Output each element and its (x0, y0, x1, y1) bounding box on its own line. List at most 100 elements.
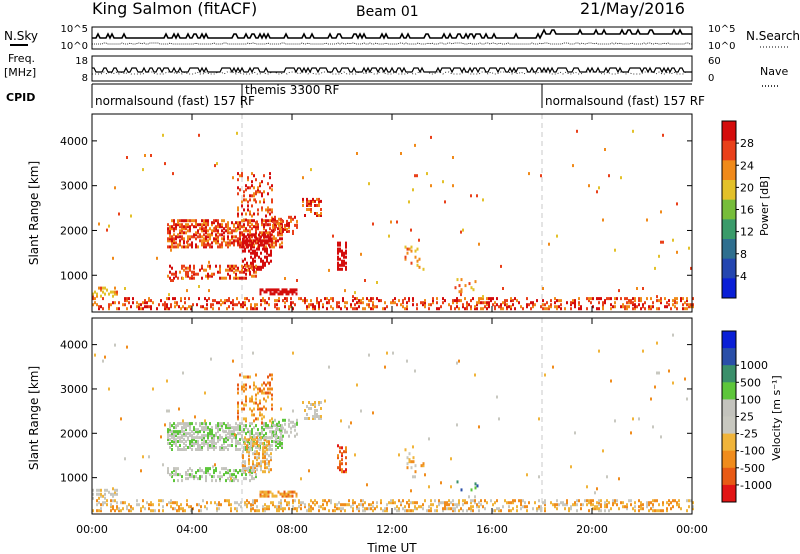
range-gate-cell (574, 301, 576, 305)
range-gate-cell (178, 505, 180, 509)
range-gate-cell (520, 507, 522, 511)
range-gate-cell (226, 307, 228, 311)
range-gate-cell (219, 446, 221, 449)
range-gate-cell (265, 214, 267, 218)
range-gate-cell (480, 499, 482, 503)
range-gate-cell (100, 503, 102, 507)
range-gate-cell (346, 503, 348, 507)
range-gate-cell (520, 503, 522, 507)
range-gate-cell (179, 229, 181, 233)
range-gate-cell (211, 272, 213, 276)
range-gate-cell (686, 303, 688, 307)
range-gate-cell (432, 301, 434, 305)
range-gate-cell (422, 303, 424, 307)
range-gate-cell (275, 442, 277, 445)
range-gate-cell (211, 430, 213, 434)
range-gate-cell (239, 243, 241, 247)
range-gate-cell (233, 479, 235, 483)
range-gate-cell (267, 375, 269, 379)
range-gate-cell (270, 501, 272, 505)
range-gate-cell (255, 432, 257, 436)
range-gate-cell (296, 432, 298, 436)
range-gate-cell (398, 509, 400, 513)
range-gate-cell (144, 305, 146, 309)
range-gate-cell (506, 303, 508, 307)
range-gate-cell (241, 436, 243, 440)
range-gate-cell (227, 444, 229, 447)
range-gate-cell (306, 199, 308, 203)
range-gate-cell (98, 496, 100, 500)
range-gate-cell (578, 297, 580, 301)
range-gate-cell (183, 446, 185, 449)
range-gate-cell (356, 307, 358, 311)
range-gate-cell (261, 223, 263, 227)
range-gate-cell (128, 301, 130, 305)
range-gate-cell (634, 305, 636, 309)
range-gate-cell (244, 462, 246, 466)
range-gate-cell (164, 303, 166, 307)
range-gate-cell (256, 440, 258, 444)
range-gate-cell (404, 307, 406, 311)
range-gate-cell (288, 305, 290, 309)
range-gate-cell (171, 237, 173, 241)
range-gate-cell (114, 492, 116, 496)
range-gate-cell (266, 241, 268, 245)
range-gate-cell (166, 303, 168, 307)
range-gate-cell (195, 243, 197, 247)
range-gate-cell (410, 460, 413, 464)
range-gate-cell (672, 303, 674, 307)
range-gate-cell (256, 499, 258, 503)
range-gate-cell (215, 432, 217, 436)
range-gate-cell (245, 184, 247, 188)
range-gate-cell (124, 299, 126, 303)
range-gate-cell (612, 501, 614, 505)
range-gate-cell (190, 509, 192, 513)
range-gate-cell (237, 266, 239, 270)
range-gate-cell (171, 235, 173, 239)
range-gate-cell (189, 432, 191, 436)
range-gate-cell (166, 409, 168, 413)
noise-tick-high-left: 10^5 (61, 24, 88, 35)
range-gate-cell (281, 237, 283, 241)
range-gate-cell (412, 303, 414, 307)
range-gate-cell (654, 509, 656, 513)
range-gate-cell (614, 301, 616, 305)
range-gate-cell (414, 507, 416, 511)
range-gate-cell (290, 217, 292, 221)
range-gate-cell (256, 462, 258, 466)
range-gate-cell (306, 208, 308, 211)
range-gate-cell (396, 505, 398, 509)
range-gate-cell (648, 509, 650, 513)
range-gate-cell (542, 303, 544, 307)
range-gate-cell (169, 438, 171, 442)
range-gate-cell (263, 231, 265, 235)
range-gate-cell (302, 401, 304, 404)
range-gate-cell (316, 501, 318, 505)
range-gate-cell (256, 237, 258, 241)
range-gate-cell (180, 507, 182, 511)
range-gate-cell (290, 297, 292, 301)
range-gate-cell (306, 417, 308, 420)
range-gate-cell (265, 424, 267, 428)
range-gate-cell (261, 383, 263, 387)
range-gate-cell (528, 303, 530, 307)
range-gate-cell (201, 276, 203, 280)
range-gate-cell (224, 299, 226, 303)
range-gate-cell (308, 401, 310, 404)
range-gate-cell (250, 261, 252, 265)
range-gate-cell (235, 440, 237, 443)
range-gate-cell (341, 458, 343, 462)
range-gate-cell (207, 428, 209, 432)
colorbar-tick-label: -25 (740, 428, 758, 441)
range-gate-cell (245, 272, 247, 276)
range-gate-cell (648, 501, 650, 505)
range-gate-cell (660, 240, 662, 244)
range-gate-cell (242, 245, 244, 249)
range-gate-cell (191, 219, 193, 223)
colorbar-swatch (722, 140, 736, 161)
range-gate-cell (219, 268, 221, 272)
range-gate-cell (162, 133, 164, 137)
range-gate-cell (460, 290, 463, 294)
range-gate-cell (281, 288, 284, 292)
range-gate-cell (167, 438, 169, 442)
